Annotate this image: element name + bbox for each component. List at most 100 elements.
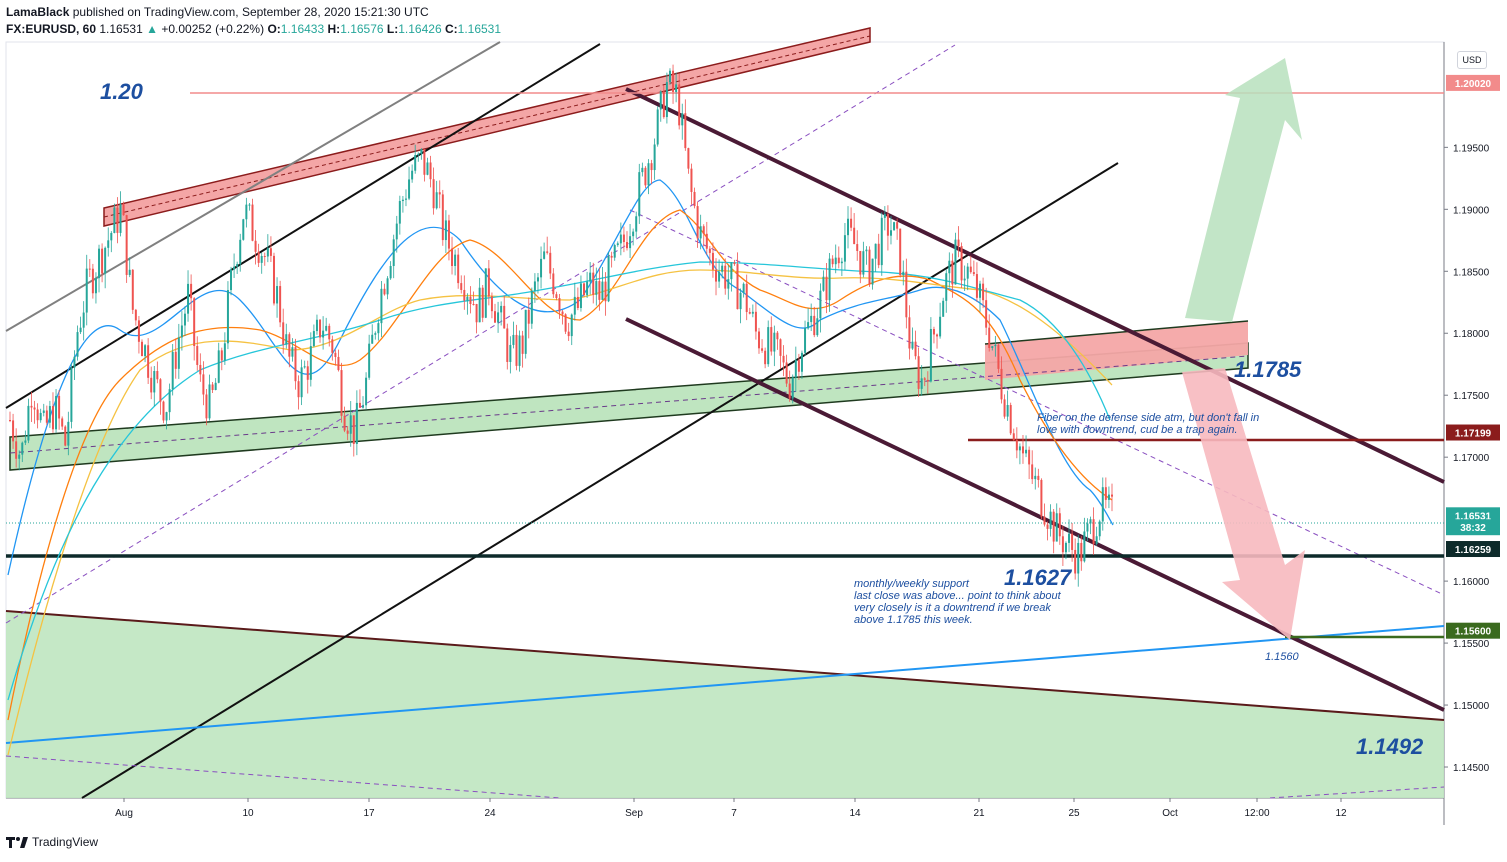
candle-body bbox=[171, 351, 174, 390]
blue-rising-line[interactable] bbox=[5, 625, 1445, 744]
black-trendline-upper[interactable] bbox=[5, 43, 601, 409]
candle-body bbox=[1055, 513, 1058, 542]
candle-body bbox=[586, 281, 589, 296]
candle-body bbox=[331, 339, 334, 353]
candle-body bbox=[804, 328, 807, 353]
x-tick-label: Sep bbox=[625, 808, 643, 819]
candle-body bbox=[908, 317, 911, 349]
author-name[interactable]: LamaBlack bbox=[6, 5, 70, 19]
candle-body bbox=[865, 249, 868, 252]
candle-body bbox=[761, 348, 764, 351]
annotation-1-1492[interactable]: 1.1492 bbox=[1356, 734, 1424, 759]
candle-body bbox=[119, 204, 122, 233]
candle-body bbox=[883, 214, 886, 218]
last-price: 1.16531 bbox=[99, 22, 143, 36]
note-support-line-2[interactable]: last close was above... point to think a… bbox=[854, 590, 1062, 602]
candle-body bbox=[604, 281, 607, 302]
candlestick-series[interactable] bbox=[9, 64, 1113, 587]
candle-body bbox=[874, 243, 877, 259]
candle-body bbox=[966, 266, 969, 279]
downtrend-channel-upper[interactable] bbox=[625, 87, 1445, 484]
candle-body bbox=[494, 311, 497, 323]
gray-trendline[interactable] bbox=[5, 41, 501, 332]
candle-body bbox=[1046, 524, 1049, 529]
candle-body bbox=[417, 153, 420, 156]
candle-body bbox=[555, 294, 558, 299]
annotation-1-1627[interactable]: 1.1627 bbox=[1004, 565, 1073, 590]
symbol-label[interactable]: FX:EURUSD, 60 bbox=[6, 22, 97, 36]
candle-body bbox=[475, 304, 478, 323]
candle-body bbox=[1028, 449, 1031, 465]
annotation-1-1560[interactable]: 1.1560 bbox=[1265, 651, 1300, 663]
candle-body bbox=[558, 298, 561, 312]
note-support-line-3[interactable]: very closely is it a downtrend if we bre… bbox=[854, 602, 1051, 614]
note-fiber-line-2[interactable]: love with downtrend, cud be a trap again… bbox=[1037, 424, 1238, 436]
candle-body bbox=[678, 84, 681, 126]
candle-body bbox=[472, 303, 475, 305]
candle-body bbox=[917, 356, 920, 389]
candle-body bbox=[125, 215, 128, 275]
downtrend-channel-lower[interactable] bbox=[625, 317, 1445, 712]
note-support-line-4[interactable]: above 1.1785 this week. bbox=[854, 614, 973, 626]
annotation-1-1785[interactable]: 1.1785 bbox=[1234, 357, 1302, 382]
candle-body bbox=[15, 441, 18, 459]
candle-body bbox=[426, 162, 429, 175]
note-fiber-line-1[interactable]: Fiber on the defense side atm, but don't… bbox=[1037, 412, 1259, 424]
candle-body bbox=[782, 355, 785, 363]
note-support-line-1[interactable]: monthly/weekly support bbox=[854, 578, 970, 590]
currency-button[interactable]: USD bbox=[1457, 51, 1487, 69]
support-zone-top-line[interactable] bbox=[5, 610, 1445, 721]
candle-body bbox=[272, 255, 275, 304]
candle-body bbox=[665, 82, 668, 118]
candle-body bbox=[1040, 479, 1043, 517]
candle-body bbox=[963, 278, 966, 281]
green-channel-band[interactable] bbox=[9, 342, 1249, 471]
candle-body bbox=[36, 409, 39, 421]
footer-brand[interactable]: TradingView bbox=[6, 835, 98, 849]
candle-body bbox=[598, 281, 601, 300]
candle-body bbox=[644, 167, 647, 186]
time-axis[interactable]: Aug 10 17 24 Sep 7 14 21 25 Oct 12:00 12 bbox=[115, 798, 1347, 819]
candle-body bbox=[834, 257, 837, 265]
candle-body bbox=[1052, 511, 1055, 542]
candle-body bbox=[131, 269, 134, 310]
candle-body bbox=[33, 407, 36, 410]
high-label: H: bbox=[327, 22, 341, 36]
price-label: 38:32 bbox=[1460, 523, 1486, 534]
candle-body bbox=[101, 248, 104, 274]
candle-body bbox=[447, 220, 450, 249]
candle-body bbox=[629, 236, 632, 249]
candle-body bbox=[328, 325, 331, 340]
candle-body bbox=[300, 367, 303, 398]
candle-body bbox=[85, 268, 88, 313]
y-tick-label: 1.17500 bbox=[1453, 391, 1490, 402]
black-trendline-lower[interactable] bbox=[81, 162, 1119, 799]
candle-body bbox=[877, 243, 880, 266]
candle-body bbox=[748, 312, 751, 314]
candle-body bbox=[880, 217, 883, 266]
candle-body bbox=[779, 339, 782, 356]
candle-body bbox=[893, 222, 896, 231]
candle-body bbox=[675, 84, 678, 92]
candle-body bbox=[659, 91, 662, 110]
candle-body bbox=[939, 316, 942, 337]
price-axis[interactable]: 1.19500 1.19000 1.18500 1.18000 1.17500 1.170… bbox=[1444, 143, 1490, 774]
candle-body bbox=[936, 334, 939, 337]
x-tick-label: 14 bbox=[849, 808, 861, 819]
candle-body bbox=[64, 426, 67, 446]
candle-body bbox=[420, 149, 423, 154]
candle-body bbox=[693, 191, 696, 207]
candle-body bbox=[570, 314, 573, 337]
candle-body bbox=[279, 286, 282, 323]
y-tick-label: 1.19000 bbox=[1453, 205, 1490, 216]
annotation-1-20[interactable]: 1.20 bbox=[100, 79, 144, 104]
candle-body bbox=[88, 268, 91, 270]
price-label: 1.16531 bbox=[1455, 511, 1492, 522]
candle-body bbox=[113, 207, 116, 233]
y-tick-label: 1.19500 bbox=[1453, 143, 1490, 154]
candle-body bbox=[469, 296, 472, 304]
candle-body bbox=[435, 192, 438, 209]
candle-body bbox=[650, 163, 653, 171]
open-value: 1.16433 bbox=[280, 22, 325, 36]
